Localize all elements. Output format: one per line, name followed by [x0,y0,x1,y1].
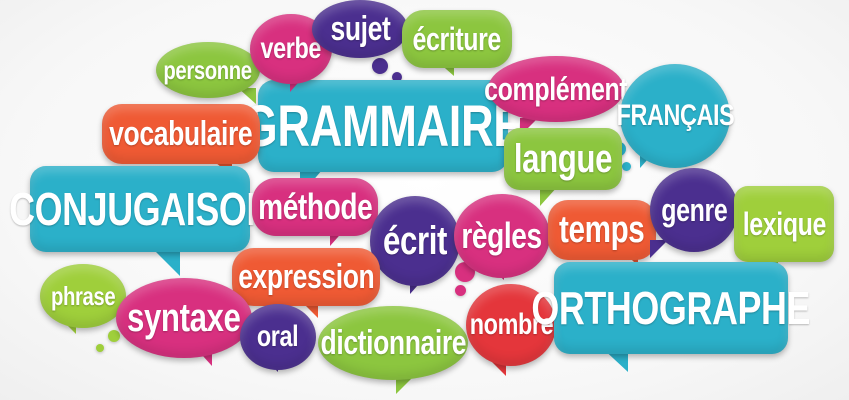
decorative-dot [392,72,402,82]
word-bubble-francais: FRANÇAIS [616,64,734,168]
word-langue: langue [513,136,613,181]
word-dictionnaire: dictionnaire [320,323,466,362]
word-bubble-genre: genre [650,168,738,252]
word-bubble-langue: langue [504,128,622,190]
bubble-tail [650,240,668,258]
word-bubble-ecrit: écrit [370,196,460,286]
word-lexique: lexique [742,205,826,242]
decorative-dot [455,285,466,296]
word-sujet: sujet [330,9,390,48]
word-complement: complément [484,70,628,107]
word-ecriture: écriture [412,20,502,57]
decorative-dot [372,58,388,74]
word-francais: FRANÇAIS [616,99,734,132]
word-regles: règles [461,215,543,256]
word-methode: méthode [257,186,373,227]
word-expression: expression [237,257,375,296]
word-genre: genre [660,191,728,228]
decorative-dot [108,330,120,342]
bubble-tail [540,186,558,206]
word-bubble-verbe: verbe [250,14,332,84]
word-personne: personne [163,54,253,85]
word-orthographe: ORTHOGRAPHE [531,282,811,334]
word-bubble-methode: méthode [252,178,378,236]
word-bubble-sujet: sujet [312,0,408,58]
word-bubble-phrase: phrase [40,264,126,328]
word-bubble-personne: personne [156,42,260,98]
word-conjugaison: CONJUGAISON [8,183,272,235]
word-ecrit: écrit [383,218,447,263]
word-bubble-syntaxe: syntaxe [116,278,252,358]
word-bubble-orthographe: ORTHOGRAPHE [532,262,811,354]
word-bubble-nombre: nombre [466,284,556,366]
word-vocabulaire: vocabulaire [109,114,253,153]
word-bubble-oral: oral [240,304,316,370]
word-bubble-regles: règles [454,194,550,278]
word-temps: temps [559,208,645,251]
word-nombre: nombre [469,308,553,341]
word-bubble-expression: expression [232,248,380,306]
word-bubble-complement: complément [484,56,628,122]
word-grammaire: GRAMMAIRE [242,93,524,159]
word-oral: oral [257,320,299,353]
word-bubble-lexique: lexique [734,186,834,262]
word-bubble-vocabulaire: vocabulaire [102,104,260,164]
word-verbe: verbe [260,32,322,65]
word-bubble-ecriture: écriture [402,10,512,68]
decorative-dot [96,344,104,352]
word-bubble-conjugaison: CONJUGAISON [9,166,272,252]
bubble-tail [238,88,256,104]
word-syntaxe: syntaxe [127,295,241,340]
decorative-dot [622,162,631,171]
word-bubble-temps: temps [548,200,656,260]
word-bubble-grammaire: GRAMMAIRE [243,80,524,172]
word-phrase: phrase [50,280,116,311]
word-bubble-dictionnaire: dictionnaire [318,306,468,380]
